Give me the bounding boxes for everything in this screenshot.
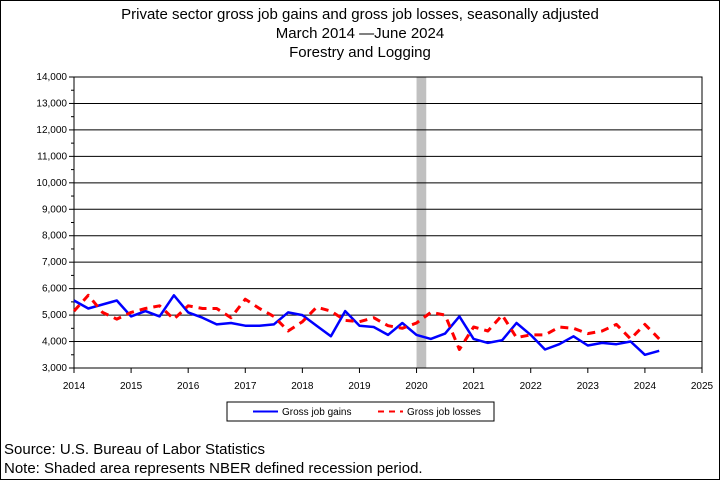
x-tick-label: 2019 [348, 381, 371, 392]
y-tick-label: 5,000 [42, 310, 67, 321]
legend: Gross job gains Gross job losses [226, 401, 495, 422]
x-tick-label: 2024 [634, 381, 657, 392]
y-tick-label: 10,000 [36, 178, 67, 189]
y-tick-label: 9,000 [42, 204, 67, 215]
y-tick-label: 6,000 [42, 284, 67, 295]
legend-label-gains: Gross job gains [282, 407, 351, 418]
x-tick-label: 2025 [691, 381, 714, 392]
source-note: Source: U.S. Bureau of Labor Statistics [4, 441, 265, 458]
y-tick-label: 3,000 [42, 363, 67, 374]
chart-plot: 3,000 4,000 5,000 6,000 7,000 8,000 9,000 10,00… [36, 72, 714, 422]
series-line-losses [72, 293, 661, 351]
legend-label-losses: Gross job losses [407, 407, 481, 418]
series-layer [72, 293, 661, 357]
x-tick-label: 2020 [405, 381, 428, 392]
chart-industry: Forestry and Logging [289, 44, 431, 61]
chart-title: Private sector gross job gains and gross… [121, 6, 599, 23]
gridlines [74, 102, 702, 343]
y-tick-label: 7,000 [42, 257, 67, 268]
legend-box [226, 401, 495, 422]
y-tick-label: 13,000 [36, 98, 67, 109]
y-tick-label: 8,000 [42, 231, 67, 242]
y-axis: 3,000 4,000 5,000 6,000 7,000 8,000 9,000 10,00… [36, 72, 74, 374]
y-tick-label: 4,000 [42, 337, 67, 348]
y-tick-label: 14,000 [36, 72, 67, 83]
x-axis: 2014 2015 2016 2017 2018 2019 2020 2021 2022 2023… [63, 368, 714, 392]
x-tick-label: 2015 [120, 381, 143, 392]
x-tick-label: 2018 [291, 381, 314, 392]
x-tick-label: 2016 [177, 381, 200, 392]
chart-period: March 2014 —June 2024 [275, 25, 445, 42]
x-tick-label: 2014 [63, 381, 86, 392]
recession-shade [416, 77, 427, 368]
x-tick-label: 2021 [463, 381, 486, 392]
y-tick-label: 12,000 [36, 125, 67, 136]
x-tick-label: 2022 [520, 381, 543, 392]
recession-note: Note: Shaded area represents NBER define… [4, 460, 423, 477]
x-tick-label: 2023 [577, 381, 600, 392]
y-tick-label: 11,000 [37, 151, 67, 162]
x-tick-label: 2017 [234, 381, 257, 392]
series-line-gains [73, 294, 660, 357]
